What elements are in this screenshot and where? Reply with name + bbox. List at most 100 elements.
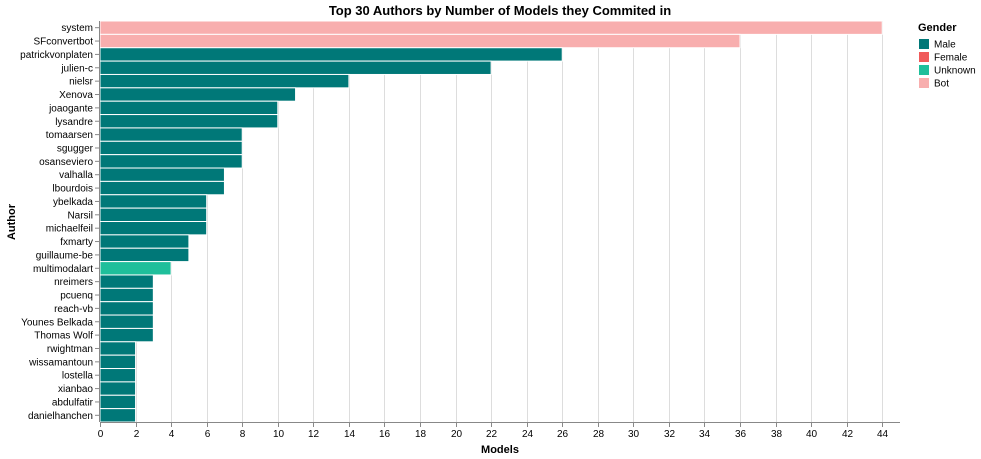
x-tick-label: 28 [593, 429, 605, 440]
bar-lysandre[interactable] [99, 114, 279, 129]
bar-tomaarsen[interactable] [99, 127, 243, 142]
y-tick-label: abdulfatir [52, 397, 94, 408]
x-tick-label: 30 [628, 429, 640, 440]
y-tick-label: Xenova [59, 90, 93, 101]
bar-lostella[interactable] [99, 368, 137, 383]
bar-xenova[interactable] [99, 87, 297, 102]
x-tick-label: 38 [771, 429, 783, 440]
x-tick-label: 14 [344, 429, 356, 440]
y-tick-label: fxmarty [60, 237, 93, 248]
legend-swatch-female [919, 52, 929, 62]
y-tick-label: guillaume-be [36, 250, 94, 261]
y-axis-title: Author [6, 203, 18, 240]
x-tick-label: 18 [415, 429, 427, 440]
bar-nreimers[interactable] [99, 274, 154, 289]
y-tick-label: reach-vb [54, 304, 93, 315]
x-tick-label: 16 [379, 429, 391, 440]
x-tick-label: 4 [169, 429, 175, 440]
y-tick-label: system [61, 23, 93, 34]
chart-title: Top 30 Authors by Number of Models they … [329, 3, 671, 18]
bar-sfconvertbot[interactable] [99, 33, 741, 49]
y-tick-label: SFconvertbot [34, 37, 94, 48]
bar-valhalla[interactable] [99, 167, 225, 182]
bar-system[interactable] [99, 20, 883, 35]
bar-julien-c[interactable] [99, 60, 492, 75]
y-tick-label: sgugger [57, 143, 94, 154]
y-tick-label: Younes Belkada [21, 317, 93, 328]
x-tick-label: 32 [664, 429, 676, 440]
bar-wissamantoun[interactable] [99, 354, 137, 370]
x-axis-title: Models [481, 444, 519, 456]
x-tick-label: 36 [735, 429, 747, 440]
y-tick-label: joaogante [48, 103, 93, 114]
y-tick-label: ybelkada [53, 197, 93, 208]
y-tick-label: wissamantoun [28, 357, 93, 368]
bar-narsil[interactable] [99, 207, 208, 222]
y-tick-label: Narsil [67, 210, 93, 221]
x-tick-label: 12 [308, 429, 320, 440]
bar-lbourdois[interactable] [99, 180, 225, 196]
bar-joaogante[interactable] [99, 100, 279, 116]
legend-label-bot: Bot [934, 79, 949, 90]
x-tick-label: 22 [486, 429, 498, 440]
y-tick-label: multimodalart [33, 264, 93, 275]
y-tick-label: pcuenq [60, 291, 93, 302]
y-tick-label: xianbao [58, 384, 93, 395]
bar-michaelfeil[interactable] [99, 221, 208, 236]
y-tick-label: michaelfeil [46, 224, 93, 235]
y-axis: system SFconvertbot patrickvonplaten julien… [20, 21, 100, 422]
y-tick-label: rwightman [47, 344, 93, 355]
y-tick-label: valhalla [59, 170, 93, 181]
y-tick-label: nreimers [54, 277, 93, 288]
x-axis: 0 2 4 6 8 10 12 14 16 18 20 22 24 26 28 30 32 34 36 38 40 42 4… [98, 422, 900, 440]
bar-nielsr[interactable] [99, 73, 350, 89]
y-tick-label: lostella [62, 371, 94, 382]
y-tick-label: Thomas Wolf [34, 331, 93, 342]
y-tick-label: lysandre [55, 117, 93, 128]
x-tick-label: 8 [240, 429, 246, 440]
legend-label-female: Female [934, 53, 968, 64]
bar-ybelkada[interactable] [99, 194, 208, 209]
legend-swatch-unknown [919, 65, 929, 75]
bar-xianbao[interactable] [99, 381, 137, 396]
bar-danielhanchen[interactable] [99, 408, 137, 423]
x-tick-label: 34 [699, 429, 711, 440]
legend-label-male: Male [934, 40, 956, 51]
bar-thomas-wolf[interactable] [99, 327, 154, 343]
bars [99, 20, 883, 423]
x-tick-label: 2 [134, 429, 140, 440]
bar-younes-belkada[interactable] [99, 314, 154, 329]
bar-osanseviero[interactable] [99, 154, 243, 169]
legend-swatch-bot [919, 78, 929, 88]
legend-swatch-male [919, 39, 929, 49]
legend-title: Gender [918, 22, 957, 34]
bar-sgugger[interactable] [99, 140, 243, 156]
x-tick-label: 42 [842, 429, 854, 440]
bar-pcuenq[interactable] [99, 287, 154, 303]
legend: Gender Male Female Unknown Bot [918, 22, 976, 90]
x-tick-label: 40 [806, 429, 818, 440]
y-tick-label: patrickvonplaten [20, 50, 93, 61]
x-tick-label: 26 [557, 429, 569, 440]
bar-multimodalart[interactable] [99, 261, 172, 276]
bar-rwightman[interactable] [99, 341, 137, 356]
bar-patrickvonplaten[interactable] [99, 47, 563, 62]
x-tick-label: 0 [98, 429, 104, 440]
bar-reach-vb[interactable] [99, 301, 154, 316]
y-tick-label: nielsr [69, 77, 94, 88]
y-tick-label: danielhanchen [28, 411, 93, 422]
bar-guillaume-be[interactable] [99, 247, 190, 263]
y-tick-label: tomaarsen [46, 130, 93, 141]
x-tick-label: 10 [273, 429, 285, 440]
y-tick-label: julien-c [60, 63, 93, 74]
legend-label-unknown: Unknown [934, 66, 976, 77]
y-tick-label: lbourdois [52, 184, 93, 195]
x-tick-label: 24 [522, 429, 534, 440]
y-tick-label: osanseviero [39, 157, 93, 168]
x-tick-label: 20 [451, 429, 463, 440]
bar-fxmarty[interactable] [99, 234, 190, 249]
bar-abdulfatir[interactable] [99, 394, 137, 410]
x-tick-label: 44 [877, 429, 889, 440]
